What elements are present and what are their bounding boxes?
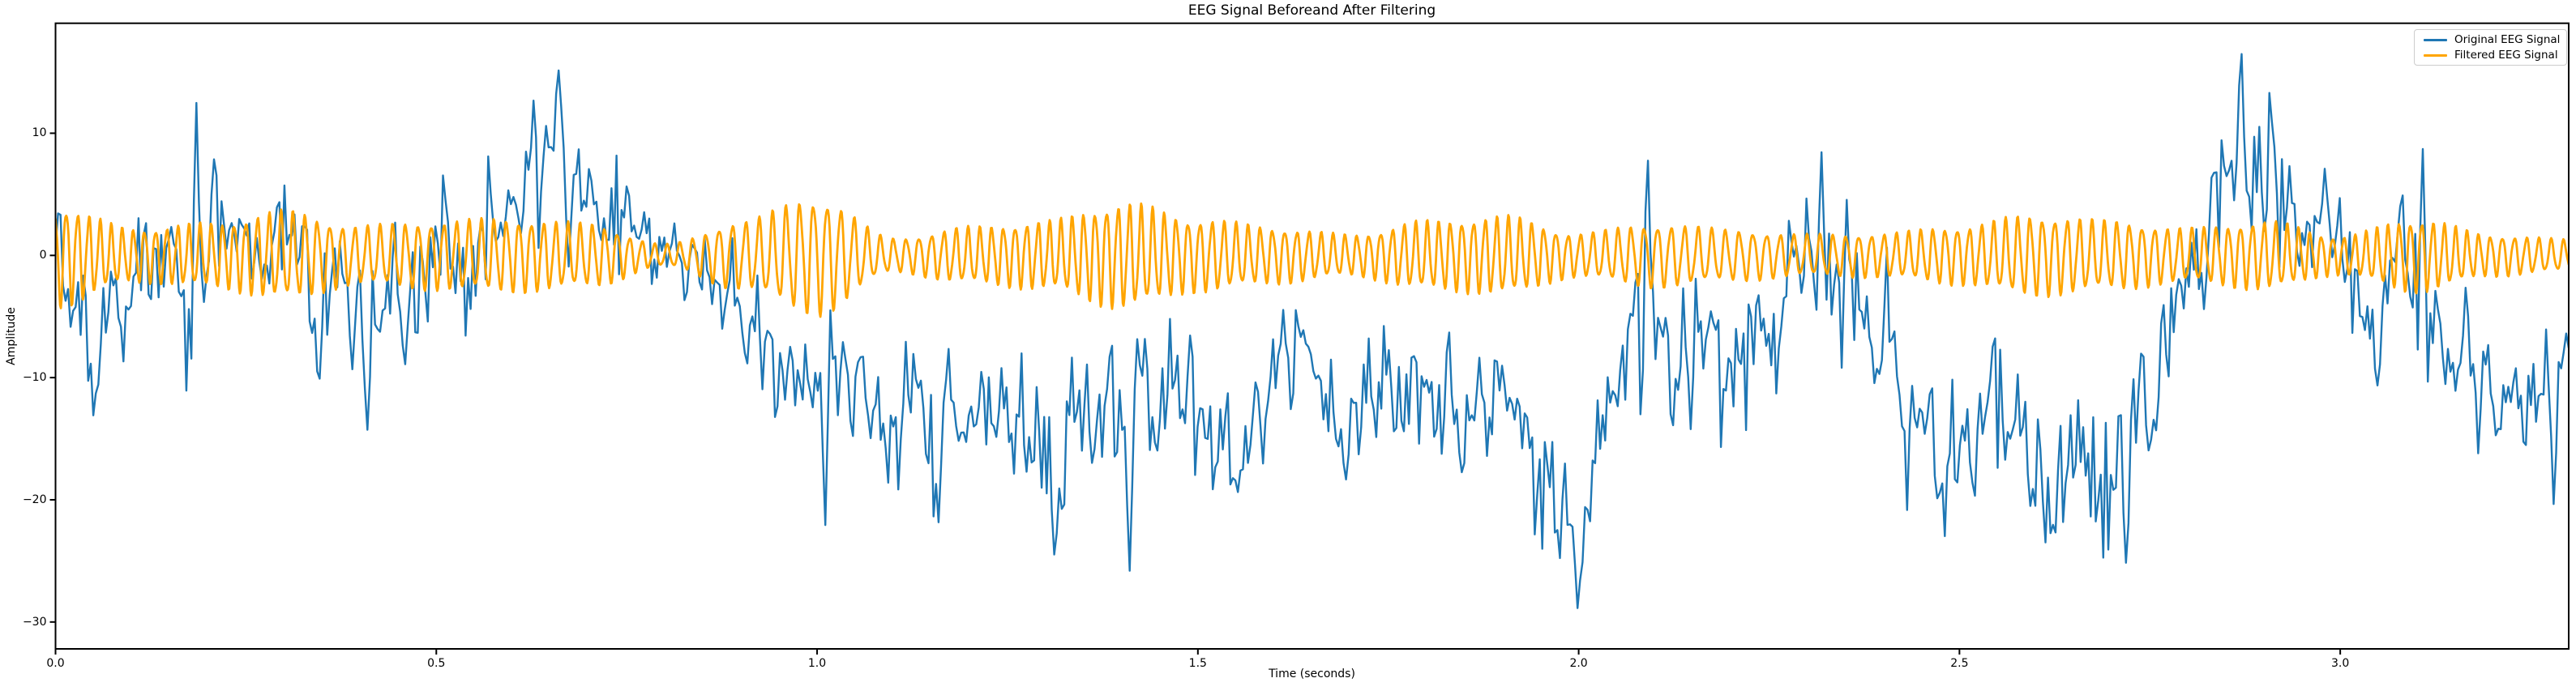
legend: Original EEG Signal Filtered EEG Signal — [2414, 29, 2567, 66]
original-eeg-line — [55, 53, 2569, 609]
legend-row-original: Original EEG Signal — [2415, 33, 2566, 46]
y-tick-label: −20 — [22, 493, 47, 506]
filtered-eeg-line — [55, 202, 2569, 318]
plot-border — [54, 22, 2570, 650]
x-tick-label: 0.0 — [46, 657, 65, 670]
legend-row-filtered: Filtered EEG Signal — [2415, 49, 2566, 62]
axis-tick-marks — [49, 132, 2342, 655]
x-tick-label: 1.5 — [1188, 657, 1207, 670]
chart-title: EEG Signal Beforeand After Filtering — [1187, 2, 1436, 19]
x-tick-label: 3.0 — [2330, 657, 2350, 670]
legend-label-filtered: Filtered EEG Signal — [2454, 49, 2558, 62]
y-tick-label: −30 — [22, 615, 47, 629]
legend-line-filtered-swatch — [2424, 53, 2447, 57]
y-tick-label: −10 — [22, 371, 47, 385]
legend-label-original: Original EEG Signal — [2454, 33, 2561, 46]
legend-line-original-swatch — [2424, 38, 2447, 41]
x-tick-label: 0.5 — [427, 657, 446, 670]
x-axis-label: Time (seconds) — [1269, 668, 1355, 680]
y-tick-label: 0 — [39, 249, 47, 262]
y-axis-label: Amplitude — [5, 307, 18, 365]
x-tick-label: 2.5 — [1950, 657, 1969, 670]
x-tick-label: 2.0 — [1569, 657, 1588, 670]
y-tick-label: 10 — [32, 126, 47, 140]
x-tick-label: 1.0 — [807, 657, 827, 670]
